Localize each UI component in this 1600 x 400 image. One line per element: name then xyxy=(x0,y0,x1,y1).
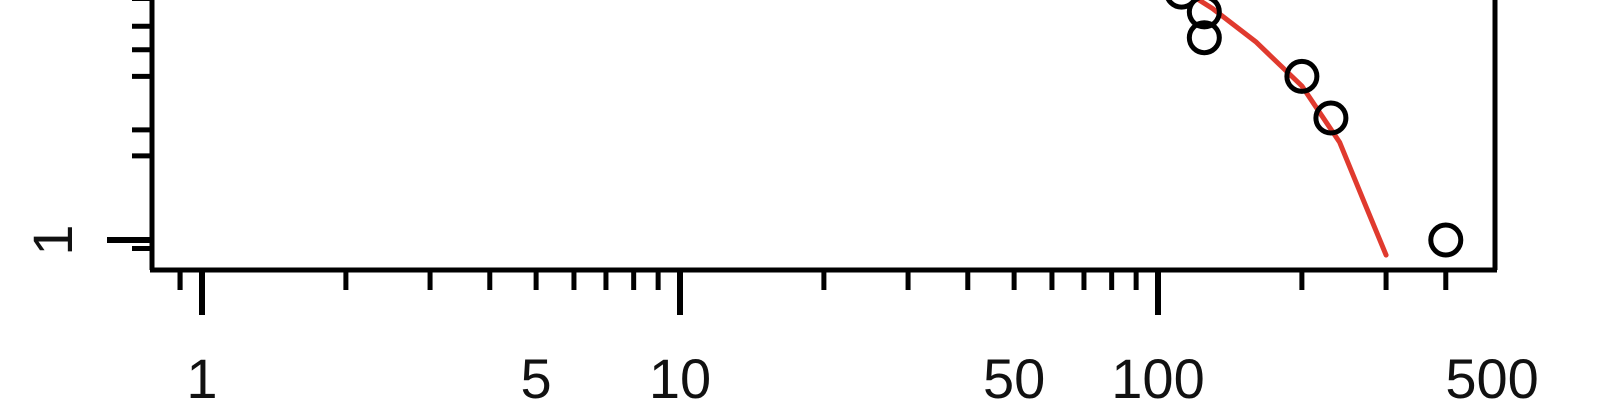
data-point xyxy=(1313,100,1349,136)
y-axis: 1 xyxy=(21,0,152,256)
plot-frame xyxy=(149,0,1498,273)
data-points xyxy=(1165,0,1464,258)
x-tick-label: 5 xyxy=(521,347,552,400)
x-tick-label: 50 xyxy=(983,347,1045,400)
x-axis: 1 5 10 50 100 500 xyxy=(177,270,1539,400)
data-point xyxy=(1428,222,1464,258)
x-tick-label: 500 xyxy=(1445,347,1538,400)
y-tick-label: 1 xyxy=(21,224,84,255)
data-point xyxy=(1165,0,1198,10)
fit-line-layer xyxy=(1194,0,1389,258)
data-point xyxy=(1186,20,1222,56)
data-point xyxy=(1186,0,1222,30)
data-point xyxy=(1284,58,1320,94)
x-tick-label: 100 xyxy=(1111,347,1204,400)
x-tick-label: 1 xyxy=(186,347,217,400)
x-tick-label: 10 xyxy=(649,347,711,400)
fit-line xyxy=(1194,0,1389,258)
